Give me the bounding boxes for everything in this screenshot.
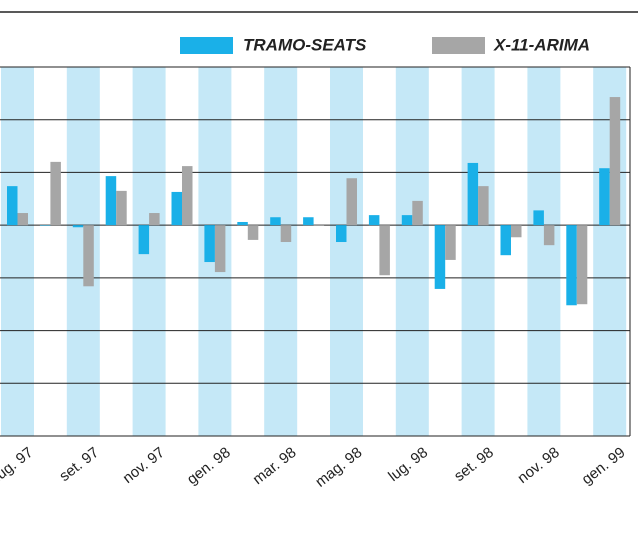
bar bbox=[379, 225, 390, 276]
bar bbox=[247, 225, 259, 240]
bar bbox=[138, 225, 150, 255]
bar bbox=[105, 176, 117, 226]
bar bbox=[478, 186, 489, 226]
bar bbox=[7, 186, 18, 226]
legend-swatch bbox=[432, 37, 485, 54]
x-tick-label: lug. 98 bbox=[385, 444, 431, 485]
bar bbox=[182, 166, 193, 226]
bar bbox=[336, 225, 347, 243]
bar bbox=[368, 215, 380, 226]
bar bbox=[72, 225, 84, 228]
bar bbox=[270, 217, 281, 226]
legend-label: TRAMO-SEATS bbox=[243, 35, 367, 54]
bar bbox=[533, 210, 544, 226]
bar bbox=[346, 178, 357, 226]
x-tick-label: gen. 98 bbox=[184, 444, 234, 488]
bar bbox=[313, 225, 325, 226]
x-tick-label: set. 98 bbox=[451, 444, 497, 485]
bar bbox=[500, 225, 511, 256]
bar bbox=[280, 225, 292, 243]
bar bbox=[401, 215, 413, 226]
x-tick-label: nov. 98 bbox=[514, 444, 562, 487]
bar bbox=[445, 225, 456, 260]
band bbox=[395, 67, 429, 436]
band bbox=[264, 67, 298, 436]
bar bbox=[576, 225, 588, 305]
bar bbox=[599, 168, 610, 226]
bar bbox=[412, 200, 423, 226]
bar bbox=[149, 213, 160, 226]
x-tick-label: mar. 98 bbox=[250, 444, 300, 488]
x-tick-label: mag. 98 bbox=[312, 444, 365, 491]
bar bbox=[171, 191, 182, 226]
band bbox=[1, 67, 34, 436]
bar bbox=[39, 225, 51, 226]
x-tick-label: nov. 97 bbox=[120, 444, 168, 487]
bar bbox=[17, 213, 28, 226]
bar bbox=[214, 225, 226, 273]
bar bbox=[116, 190, 127, 226]
legend-label: X-11-ARIMA bbox=[493, 35, 590, 54]
bar bbox=[467, 162, 479, 226]
bar bbox=[511, 225, 522, 238]
bar bbox=[83, 225, 94, 287]
x-tick-label: set. 97 bbox=[56, 444, 102, 485]
bar bbox=[566, 225, 577, 306]
bar bbox=[50, 161, 61, 226]
bar bbox=[543, 225, 555, 246]
x-tick-label: lug. 97 bbox=[0, 444, 36, 485]
bar bbox=[204, 225, 215, 263]
legend-swatch bbox=[180, 37, 233, 54]
band bbox=[461, 67, 495, 436]
bar bbox=[237, 221, 248, 226]
band bbox=[527, 67, 561, 436]
bar bbox=[609, 97, 621, 226]
band bbox=[330, 67, 363, 436]
x-tick-label: gen. 99 bbox=[579, 444, 629, 488]
bar bbox=[434, 225, 446, 289]
bar bbox=[303, 217, 314, 226]
